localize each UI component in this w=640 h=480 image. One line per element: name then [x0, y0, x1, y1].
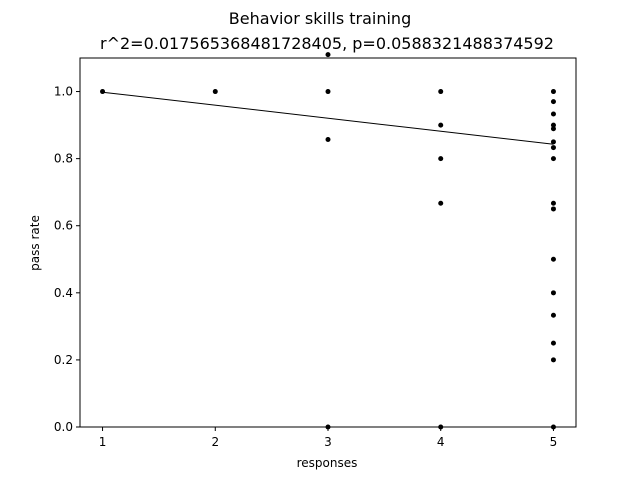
data-point: [438, 424, 444, 430]
x-tick-label: 1: [99, 435, 107, 449]
x-tick-label: 5: [550, 435, 558, 449]
data-point: [438, 200, 444, 206]
regression-line: [102, 91, 554, 145]
data-point: [550, 290, 556, 296]
data-point: [550, 156, 556, 162]
plot-area: 1 2 3 4 5 0.0 0.2 0.4 0.6 0.8 1.0: [54, 52, 577, 449]
y-tick-label: 0.2: [54, 353, 73, 367]
data-point: [325, 89, 331, 95]
data-point: [550, 111, 556, 117]
x-axis-label: responses: [297, 456, 358, 470]
y-axis-label: pass rate: [28, 215, 42, 271]
data-point: [325, 424, 331, 430]
x-tick-label: 3: [324, 435, 332, 449]
data-point: [550, 357, 556, 363]
data-point: [325, 137, 331, 143]
data-point: [550, 99, 556, 105]
data-point: [550, 312, 556, 318]
data-point: [550, 256, 556, 262]
data-point: [100, 89, 106, 95]
data-point: [438, 156, 444, 162]
y-tick-label: 1.0: [54, 85, 73, 99]
x-tick-label: 4: [437, 435, 445, 449]
plot-frame: [79, 57, 577, 428]
data-point: [550, 126, 556, 132]
y-tick-label: 0.0: [54, 420, 73, 434]
chart-subtitle: r^2=0.017565368481728405, p=0.0588321488…: [100, 34, 554, 53]
data-point: [550, 200, 556, 206]
data-point: [438, 89, 444, 95]
data-point: [550, 340, 556, 346]
y-tick-label: 0.6: [54, 219, 73, 233]
data-point: [550, 89, 556, 95]
y-tick-label: 0.4: [54, 286, 73, 300]
x-tick-label: 2: [211, 435, 219, 449]
chart-title: Behavior skills training: [229, 9, 411, 28]
data-point: [550, 206, 556, 212]
data-point: [550, 122, 556, 128]
data-point: [212, 89, 218, 95]
data-point: [325, 52, 331, 58]
data-point: [438, 122, 444, 128]
data-point: [550, 139, 556, 145]
data-point: [550, 145, 556, 151]
y-tick-label: 0.8: [54, 152, 73, 166]
data-point: [550, 424, 556, 430]
